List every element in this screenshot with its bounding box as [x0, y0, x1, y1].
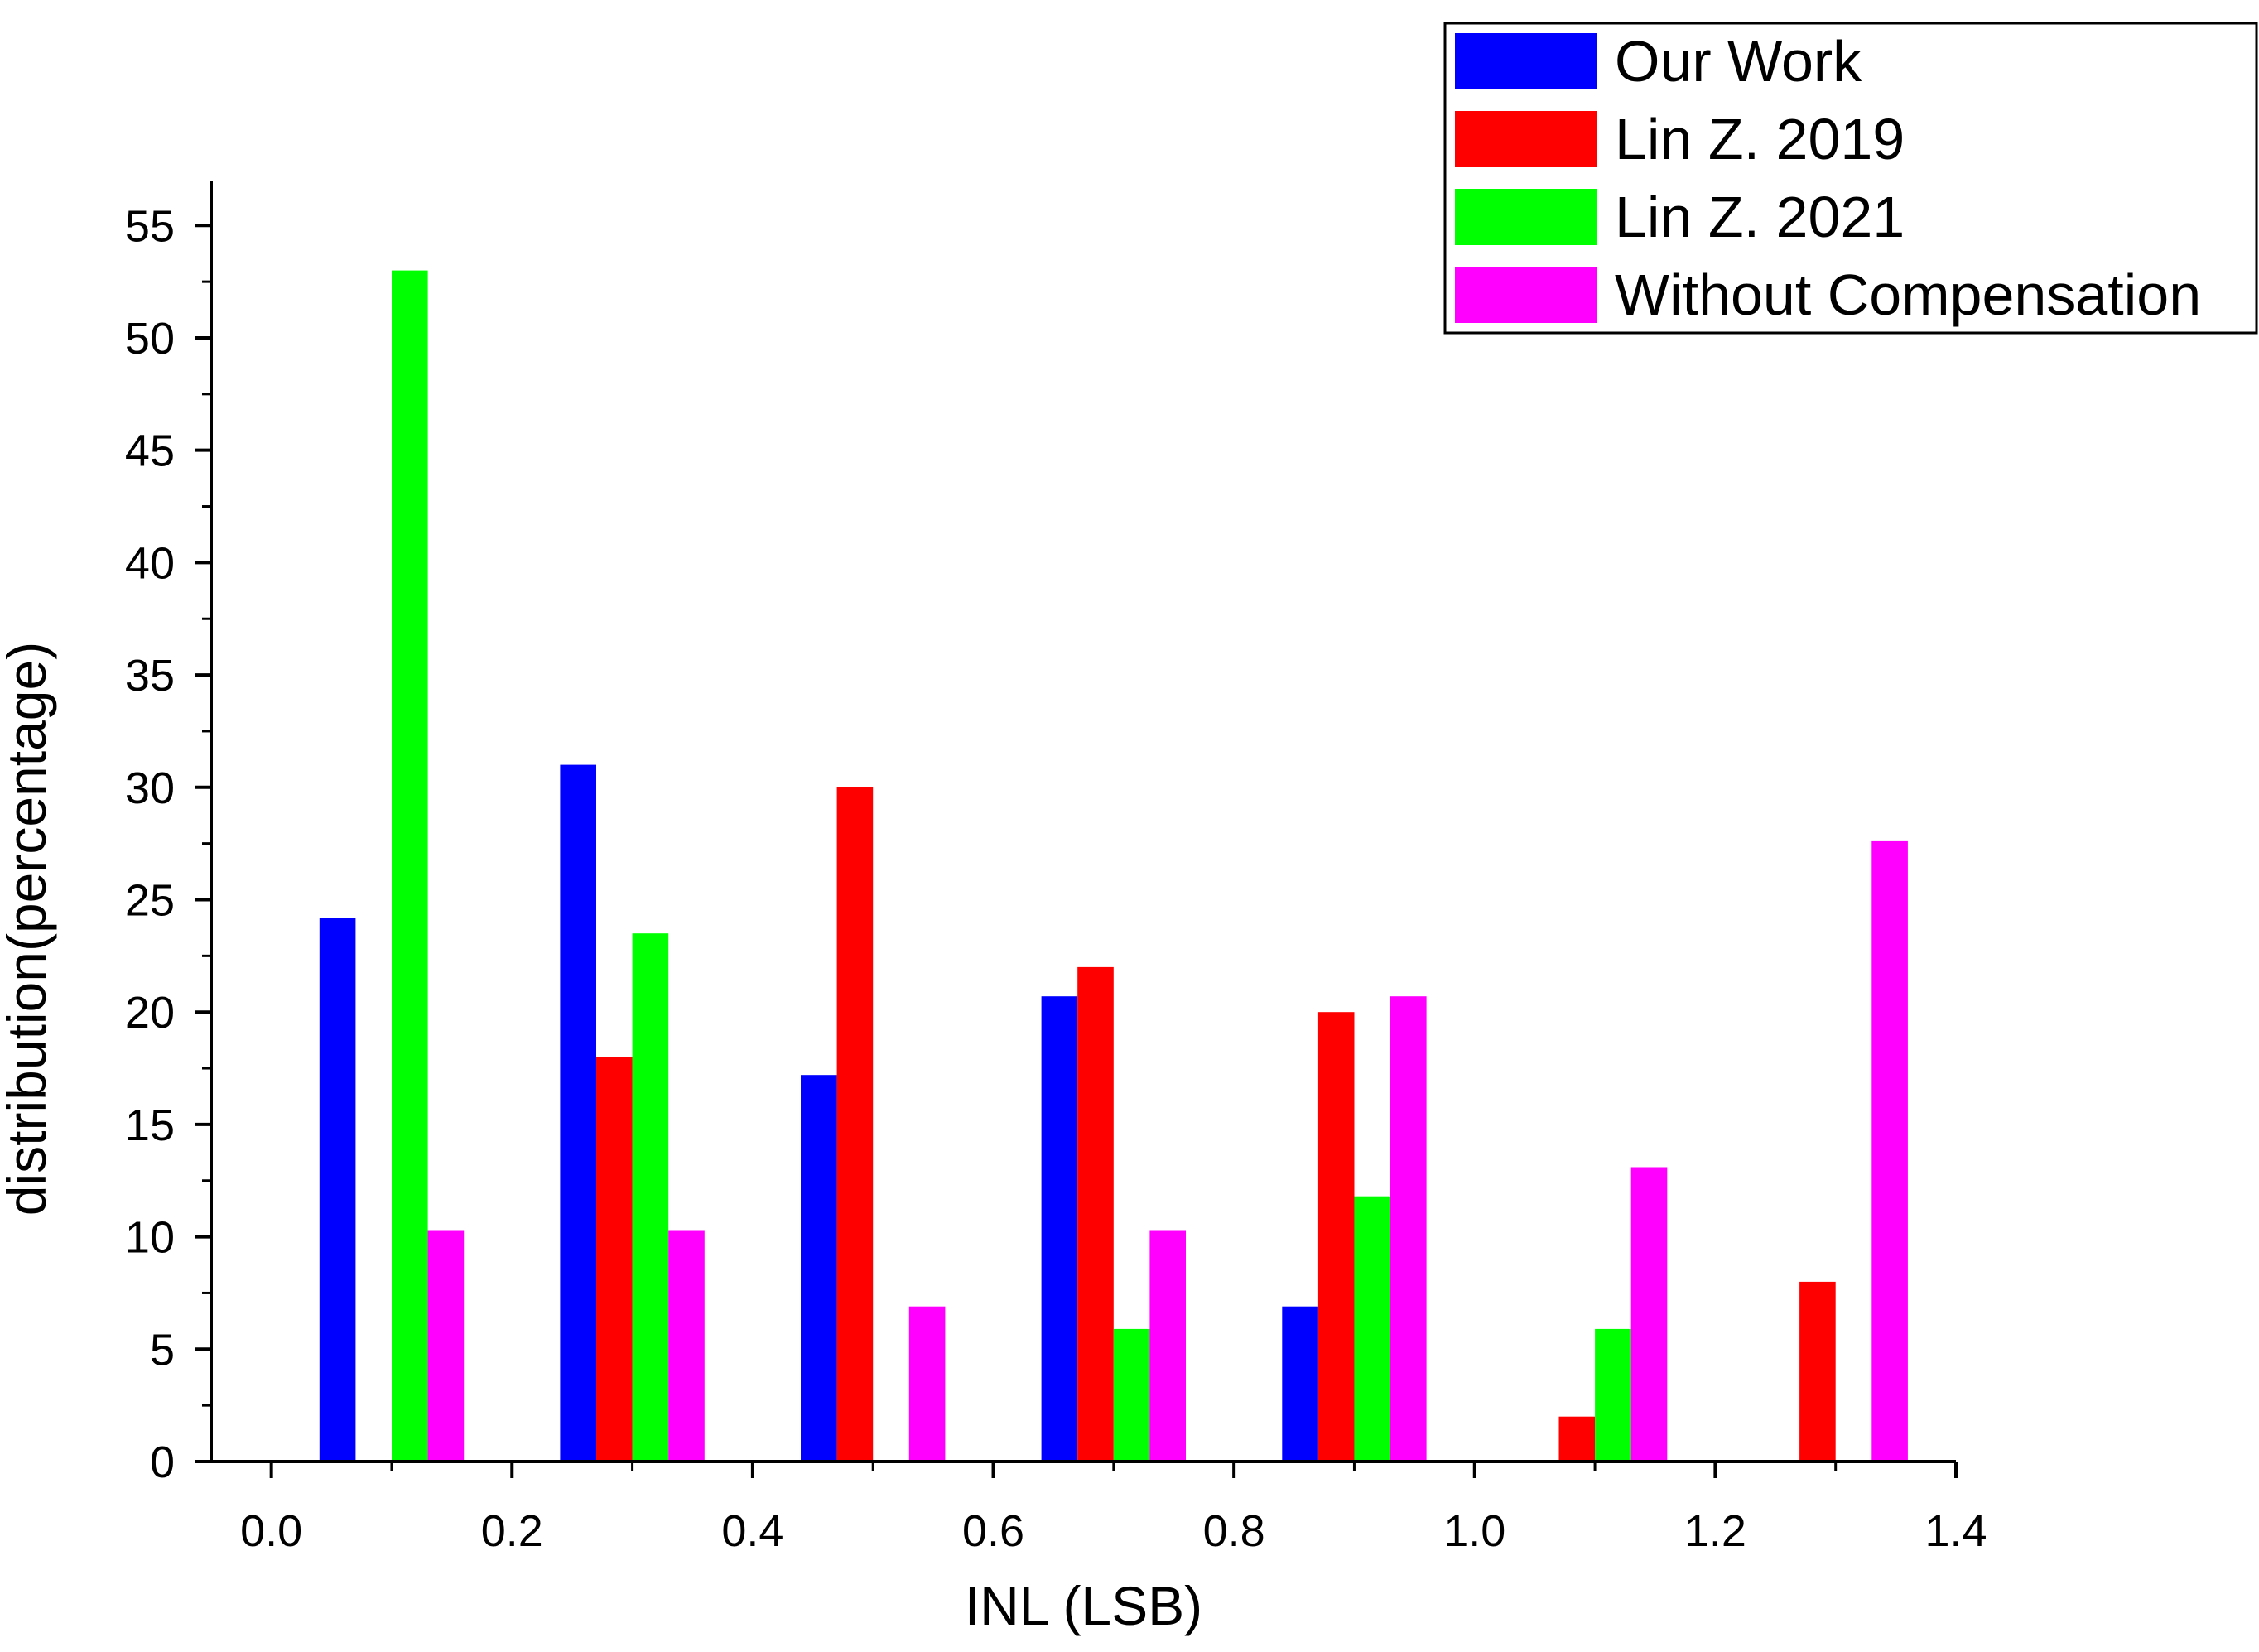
bar-our-work-bin-4	[1282, 1306, 1318, 1462]
y-tick-label-5: 25	[125, 875, 175, 925]
bar-lin-z-2019-bin-3	[1077, 966, 1114, 1462]
x-tick-label-4: 0.8	[1203, 1506, 1265, 1556]
legend-swatch-1	[1455, 111, 1597, 167]
y-tick-label-0: 0	[150, 1438, 175, 1487]
bar-lin-z-2021-bin-4	[1354, 1196, 1390, 1462]
x-tick-label-3: 0.6	[962, 1506, 1024, 1556]
bar-without-compensation-bin-2	[908, 1306, 946, 1462]
y-tick-label-8: 40	[125, 538, 175, 588]
bar-without-compensation-bin-4	[1390, 996, 1427, 1462]
y-tick-label-1: 5	[150, 1325, 175, 1375]
bar-our-work-bin-0	[319, 918, 356, 1462]
x-axis-label: INL (LSB)	[965, 1575, 1202, 1636]
y-tick-label-10: 50	[125, 314, 175, 364]
bar-without-compensation-bin-6	[1871, 840, 1908, 1462]
bar-lin-z-2019-bin-1	[596, 1057, 633, 1462]
bar-without-compensation-bin-3	[1149, 1230, 1186, 1462]
bar-without-compensation-bin-5	[1630, 1167, 1668, 1462]
x-tick-label-5: 1.0	[1443, 1506, 1505, 1556]
x-tick-label-6: 1.2	[1684, 1506, 1746, 1556]
bar-lin-z-2019-bin-5	[1558, 1416, 1596, 1462]
legend-label-0: Our Work	[1615, 29, 1862, 94]
x-tick-label-2: 0.4	[721, 1506, 783, 1556]
bar-lin-z-2019-bin-6	[1799, 1281, 1836, 1462]
bar-our-work-bin-2	[801, 1075, 837, 1462]
bar-lin-z-2021-bin-1	[632, 933, 669, 1462]
y-tick-label-7: 35	[125, 651, 175, 701]
bar-lin-z-2021-bin-5	[1595, 1328, 1631, 1462]
y-tick-label-4: 20	[125, 988, 175, 1038]
legend: Our Work Lin Z. 2019 Lin Z. 2021 Without Co…	[1443, 22, 2258, 335]
axes-group: 0 5 10 15 20 25 30 35 40 45 50 55 0.0 0.2 0.4 0.6 0.8 1.0…	[125, 181, 1987, 1556]
legend-swatch-0	[1455, 33, 1597, 89]
legend-label-2: Lin Z. 2021	[1615, 185, 1905, 249]
legend-label-3: Without Compensation	[1615, 262, 2201, 327]
y-tick-label-9: 45	[125, 426, 175, 476]
y-tick-label-6: 30	[125, 763, 175, 813]
bar-lin-z-2021-bin-0	[392, 270, 428, 1462]
legend-swatch-3	[1455, 267, 1597, 323]
bars-group	[319, 270, 1908, 1462]
y-axis-label: distribution(percentage)	[0, 642, 57, 1216]
bar-lin-z-2019-bin-2	[836, 787, 874, 1462]
bar-without-compensation-bin-0	[427, 1230, 465, 1462]
x-tick-label-0: 0.0	[240, 1506, 302, 1556]
y-tick-label-3: 15	[125, 1101, 175, 1150]
legend-label-1: Lin Z. 2019	[1615, 107, 1905, 171]
x-tick-label-7: 1.4	[1924, 1506, 1987, 1556]
y-tick-label-11: 55	[125, 201, 175, 251]
bar-without-compensation-bin-1	[668, 1230, 705, 1462]
bar-our-work-bin-1	[560, 764, 596, 1462]
bar-lin-z-2019-bin-4	[1317, 1012, 1355, 1462]
x-tick-label-1: 0.2	[481, 1506, 543, 1556]
legend-swatch-2	[1455, 189, 1597, 245]
y-tick-label-2: 10	[125, 1213, 175, 1263]
bar-our-work-bin-3	[1041, 996, 1078, 1462]
bar-lin-z-2021-bin-3	[1113, 1328, 1150, 1462]
